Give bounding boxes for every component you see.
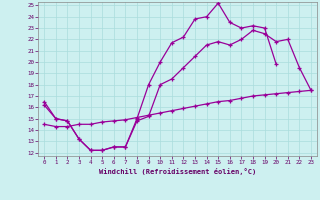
X-axis label: Windchill (Refroidissement éolien,°C): Windchill (Refroidissement éolien,°C) [99,168,256,175]
